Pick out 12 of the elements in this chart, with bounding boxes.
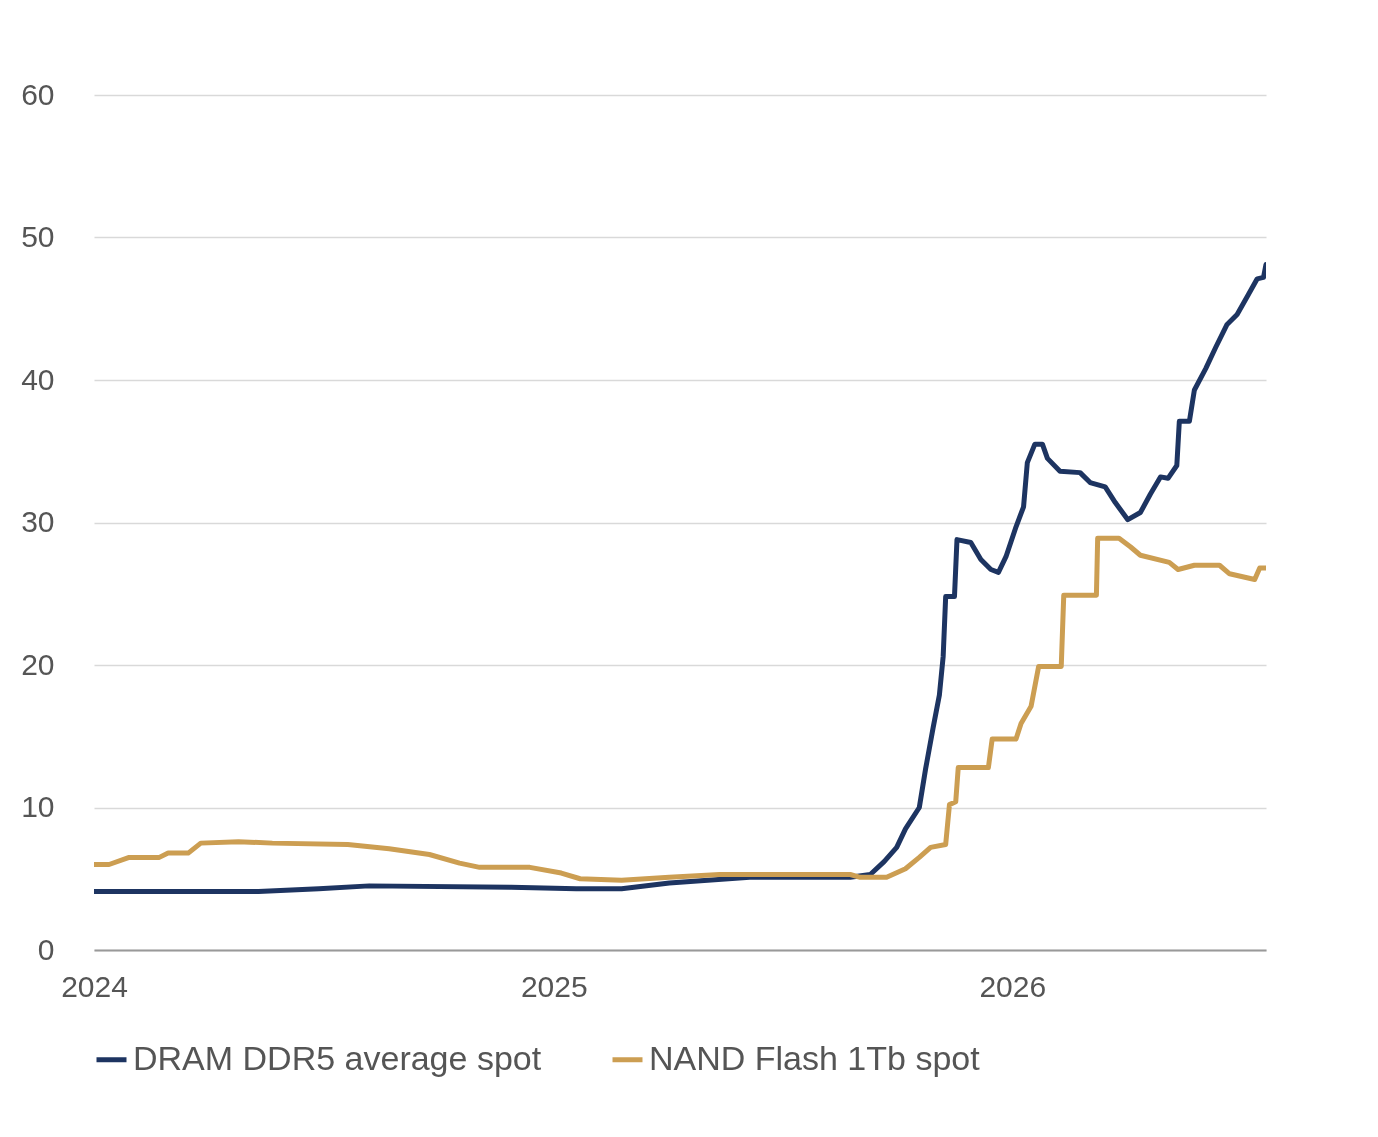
y-tick-label: 30 xyxy=(21,505,55,538)
x-tick-label: 2025 xyxy=(520,969,588,1003)
y-tick-label: 0 xyxy=(37,932,55,966)
y-tick-label: 20 xyxy=(21,647,55,681)
legend-label: NAND Flash 1Tb spot xyxy=(649,1038,981,1077)
y-tick-label: 50 xyxy=(21,220,55,253)
x-tick-label: 2026 xyxy=(979,969,1047,1003)
legend-label: DRAM DDR5 average spot xyxy=(133,1038,542,1077)
y-tick-label: 60 xyxy=(21,77,55,111)
y-tick-label: 10 xyxy=(21,790,55,823)
x-tick-label: 2024 xyxy=(61,969,128,1003)
y-tick-label: 40 xyxy=(21,362,55,396)
